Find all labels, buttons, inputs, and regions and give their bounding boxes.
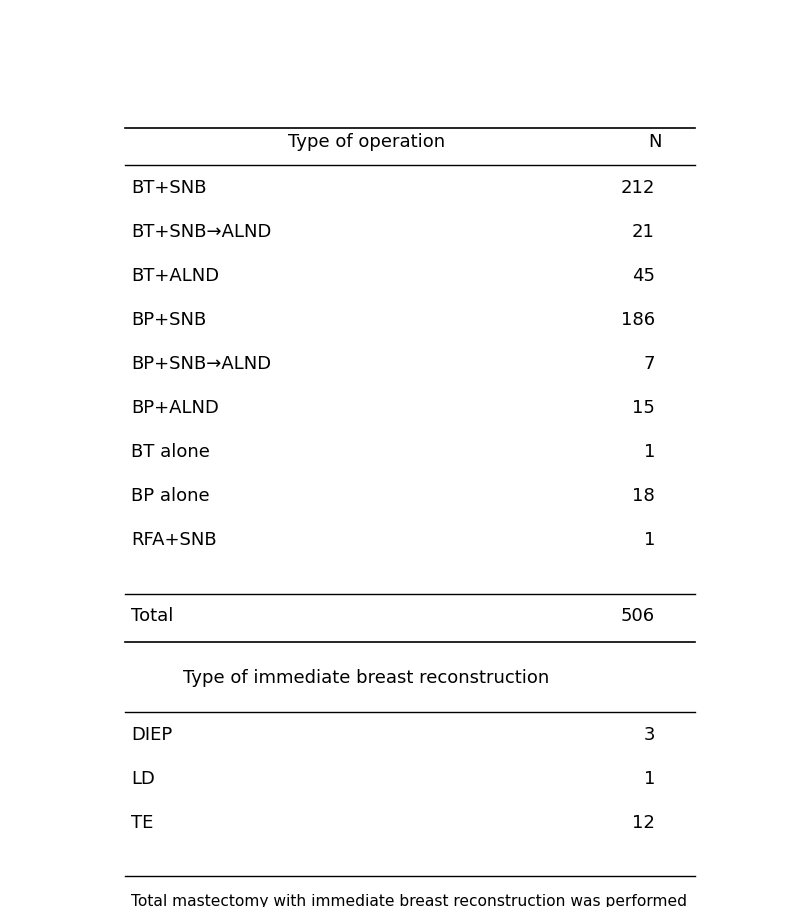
- Text: BP+SNB→ALND: BP+SNB→ALND: [131, 355, 271, 373]
- Text: 21: 21: [632, 223, 655, 240]
- Text: DIEP: DIEP: [131, 726, 172, 744]
- Text: 186: 186: [621, 311, 655, 328]
- Text: RFA+SNB: RFA+SNB: [131, 531, 217, 549]
- Text: BT+SNB: BT+SNB: [131, 179, 206, 197]
- Text: 12: 12: [632, 814, 655, 832]
- Text: N: N: [648, 133, 662, 151]
- Text: TE: TE: [131, 814, 154, 832]
- Text: 1: 1: [643, 770, 655, 787]
- Text: 1: 1: [643, 531, 655, 549]
- Text: 3: 3: [643, 726, 655, 744]
- Text: 15: 15: [632, 399, 655, 416]
- Text: 1: 1: [643, 443, 655, 461]
- Text: BT alone: BT alone: [131, 443, 210, 461]
- Text: Type of operation: Type of operation: [288, 133, 445, 151]
- Text: 45: 45: [632, 267, 655, 285]
- Text: BP+SNB: BP+SNB: [131, 311, 206, 328]
- Text: BT+SNB→ALND: BT+SNB→ALND: [131, 223, 271, 240]
- Text: 7: 7: [643, 355, 655, 373]
- Text: BP+ALND: BP+ALND: [131, 399, 219, 416]
- Text: 18: 18: [632, 487, 655, 505]
- Text: Total: Total: [131, 607, 174, 625]
- Text: BP alone: BP alone: [131, 487, 210, 505]
- Text: BT+ALND: BT+ALND: [131, 267, 219, 285]
- Text: LD: LD: [131, 770, 155, 787]
- Text: 506: 506: [621, 607, 655, 625]
- Text: 212: 212: [621, 179, 655, 197]
- Text: Type of immediate breast reconstruction: Type of immediate breast reconstruction: [183, 669, 550, 687]
- Text: Total mastectomy with immediate breast reconstruction was performed: Total mastectomy with immediate breast r…: [131, 893, 687, 907]
